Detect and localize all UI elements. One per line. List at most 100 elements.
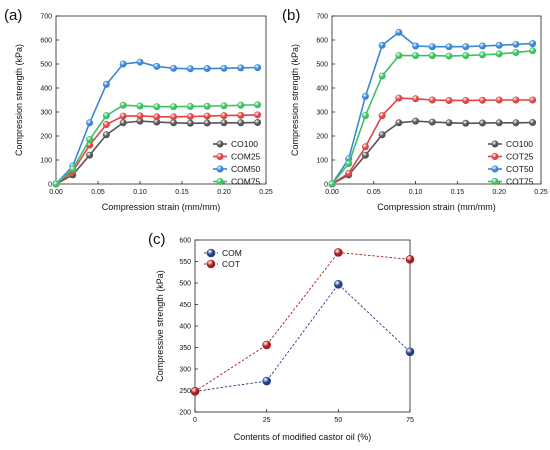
chart-panel-b: 0.00 0.05 0.10 0.15 0.20 0.25 0 100 200 300 400 500… <box>282 7 548 212</box>
data-point <box>102 131 110 139</box>
chart-panel-a: 0.00 0.05 0.10 0.15 0.20 0.25 0 100 200 300 400 500… <box>4 7 273 212</box>
y-axis-label: Compressive strength (kPa) <box>155 270 165 382</box>
data-point <box>478 96 486 104</box>
data-point <box>220 112 228 120</box>
data-point <box>170 119 178 127</box>
series-cot25 <box>328 94 537 188</box>
data-point <box>395 28 403 36</box>
series-cot50 <box>328 28 537 188</box>
data-point <box>495 96 503 104</box>
data-point <box>86 136 94 144</box>
x-axis-label: Compression strain (mm/mm) <box>102 202 221 212</box>
data-point <box>378 131 386 139</box>
legend-swatch-marker <box>206 248 216 258</box>
data-point <box>220 119 228 127</box>
panel-label: (a) <box>4 7 22 24</box>
series-com75 <box>52 101 262 188</box>
data-point <box>52 180 60 188</box>
data-point <box>153 62 161 70</box>
data-point <box>378 72 386 80</box>
series-line <box>194 283 411 392</box>
data-point <box>334 248 343 257</box>
data-point <box>361 151 369 159</box>
legend-label: COT50 <box>506 164 534 174</box>
series-co100 <box>328 117 537 188</box>
data-point <box>428 96 436 104</box>
data-point <box>378 41 386 49</box>
data-point <box>170 103 178 111</box>
data-point <box>378 112 386 120</box>
data-point <box>428 52 436 60</box>
legend: CO100 COM25 COM50 COM75 <box>213 139 261 187</box>
y-tick-label: 200 <box>179 410 191 417</box>
y-tick-label: 500 <box>179 281 191 288</box>
x-tick-label: 50 <box>334 417 342 424</box>
data-point <box>119 112 127 120</box>
legend-swatch-marker <box>216 140 224 148</box>
data-point <box>237 64 245 72</box>
panel-label: (c) <box>148 231 166 248</box>
data-point <box>361 112 369 120</box>
y-tick-label: 700 <box>40 14 52 21</box>
data-point <box>428 43 436 51</box>
data-point <box>203 65 211 73</box>
data-point <box>445 43 453 51</box>
data-point <box>69 165 77 173</box>
data-point <box>237 111 245 119</box>
x-tick-label: 0.20 <box>217 189 231 196</box>
data-point <box>170 113 178 121</box>
data-point <box>186 65 194 73</box>
data-point <box>412 52 420 60</box>
x-tick-label: 0.05 <box>91 189 105 196</box>
y-tick-label: 500 <box>40 62 52 69</box>
y-tick-label: 400 <box>316 86 328 93</box>
data-point <box>153 103 161 111</box>
series-line <box>331 50 533 185</box>
legend-swatch-marker <box>206 259 216 269</box>
series-com <box>190 279 415 396</box>
y-tick-label: 350 <box>179 345 191 352</box>
y-tick-label: 300 <box>179 367 191 374</box>
data-point <box>254 111 262 119</box>
x-tick-label: 0.20 <box>492 189 506 196</box>
data-point <box>361 143 369 151</box>
data-point <box>136 102 144 110</box>
x-axis-label: Compression strain (mm/mm) <box>377 202 496 212</box>
data-point <box>345 160 353 168</box>
data-point <box>361 92 369 100</box>
data-point <box>529 96 537 104</box>
y-tick-label: 250 <box>179 388 191 395</box>
legend-swatch-marker <box>216 165 224 173</box>
legend-label: COM50 <box>231 164 261 174</box>
y-tick-label: 600 <box>179 238 191 245</box>
y-tick-label: 500 <box>316 62 328 69</box>
data-point <box>136 112 144 120</box>
x-tick-label: 25 <box>263 417 271 424</box>
series-cot75 <box>328 47 537 188</box>
series-line <box>194 251 411 392</box>
data-point <box>478 51 486 59</box>
legend-swatch-marker <box>216 153 224 161</box>
y-axis-label: Compression strength (kPa) <box>14 44 24 156</box>
data-point <box>495 119 503 127</box>
data-point <box>529 47 537 55</box>
y-tick-label: 200 <box>40 134 52 141</box>
data-point <box>203 102 211 110</box>
data-point <box>428 118 436 126</box>
x-tick-label: 0.05 <box>367 189 381 196</box>
data-point <box>445 96 453 104</box>
data-point <box>445 52 453 60</box>
x-tick-label: 0.10 <box>133 189 147 196</box>
data-point <box>136 58 144 66</box>
y-tick-label: 450 <box>179 302 191 309</box>
data-point <box>478 119 486 127</box>
y-tick-label: 300 <box>40 110 52 117</box>
y-tick-label: 0 <box>48 182 52 189</box>
data-point <box>495 41 503 49</box>
legend-swatch-marker <box>216 178 224 186</box>
data-point <box>462 96 470 104</box>
data-point <box>102 80 110 88</box>
y-tick-label: 600 <box>316 38 328 45</box>
data-point <box>186 113 194 121</box>
